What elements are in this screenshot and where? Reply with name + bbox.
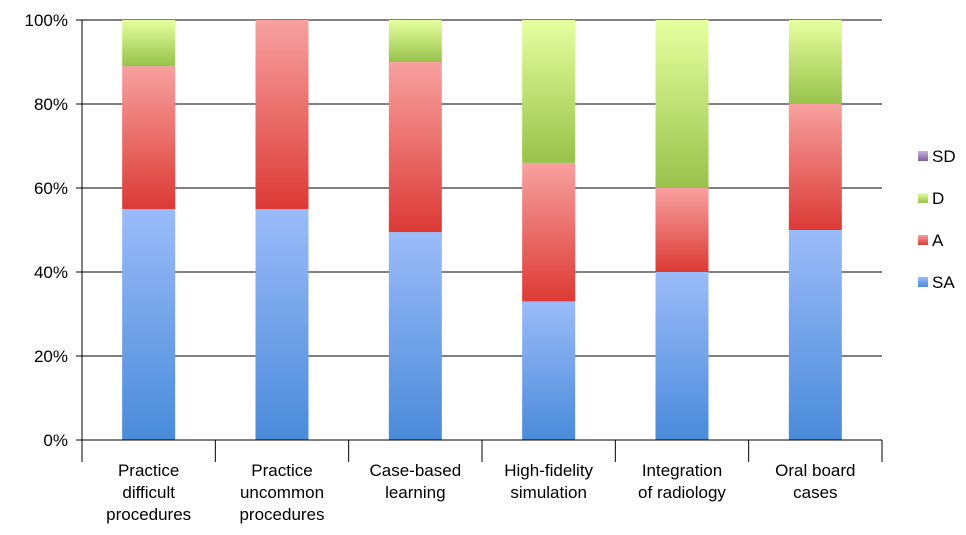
x-category-labels: Practice difficult procedures Practice uncom… bbox=[106, 461, 855, 524]
bar-d-4 bbox=[655, 20, 709, 188]
x-category-label: Integration of radiology bbox=[638, 461, 726, 502]
bar-d-0 bbox=[122, 20, 176, 67]
bars bbox=[122, 20, 842, 440]
bar-a-3 bbox=[522, 162, 576, 302]
x-category-label: Oral board cases bbox=[775, 461, 855, 502]
y-tick-label: 40% bbox=[34, 263, 68, 282]
bar-d-2 bbox=[388, 20, 442, 62]
legend-label-a: A bbox=[932, 231, 944, 250]
bar-d-3 bbox=[522, 20, 576, 163]
bar-sa-5 bbox=[788, 230, 842, 440]
bar-a-4 bbox=[655, 188, 709, 272]
legend-swatch-d bbox=[918, 193, 928, 203]
bar-sa-4 bbox=[655, 272, 709, 440]
y-tick-label: 60% bbox=[34, 179, 68, 198]
y-tick-label: 100% bbox=[25, 11, 68, 30]
bar-sa-1 bbox=[255, 209, 309, 440]
legend-label-sa: SA bbox=[932, 273, 955, 292]
bar-a-1 bbox=[255, 20, 309, 209]
bar-a-2 bbox=[388, 62, 442, 233]
axes bbox=[81, 20, 883, 462]
legend-swatch-sd bbox=[918, 151, 928, 161]
bar-sa-3 bbox=[522, 301, 576, 440]
x-category-label: Practice difficult procedures bbox=[106, 461, 191, 524]
legend: SD D A SA bbox=[918, 147, 956, 292]
x-category-label: Practice uncommon procedures bbox=[239, 461, 324, 524]
legend-label-sd: SD bbox=[932, 147, 956, 166]
y-tick-label: 0% bbox=[43, 431, 68, 450]
bar-sa-0 bbox=[122, 209, 176, 440]
y-tick-labels: 0% 20% 40% 60% 80% 100% bbox=[25, 11, 68, 450]
x-category-label: High-fidelity simulation bbox=[504, 461, 593, 502]
gridlines bbox=[76, 19, 882, 441]
x-category-label: Case-based learning bbox=[369, 461, 461, 502]
legend-label-d: D bbox=[932, 189, 944, 208]
bar-a-0 bbox=[122, 66, 176, 209]
y-tick-label: 80% bbox=[34, 95, 68, 114]
legend-swatch-sa bbox=[918, 277, 928, 287]
bar-sa-2 bbox=[388, 232, 442, 440]
y-tick-label: 20% bbox=[34, 347, 68, 366]
bar-a-5 bbox=[788, 104, 842, 230]
bar-d-5 bbox=[788, 20, 842, 104]
legend-swatch-a bbox=[918, 235, 928, 245]
